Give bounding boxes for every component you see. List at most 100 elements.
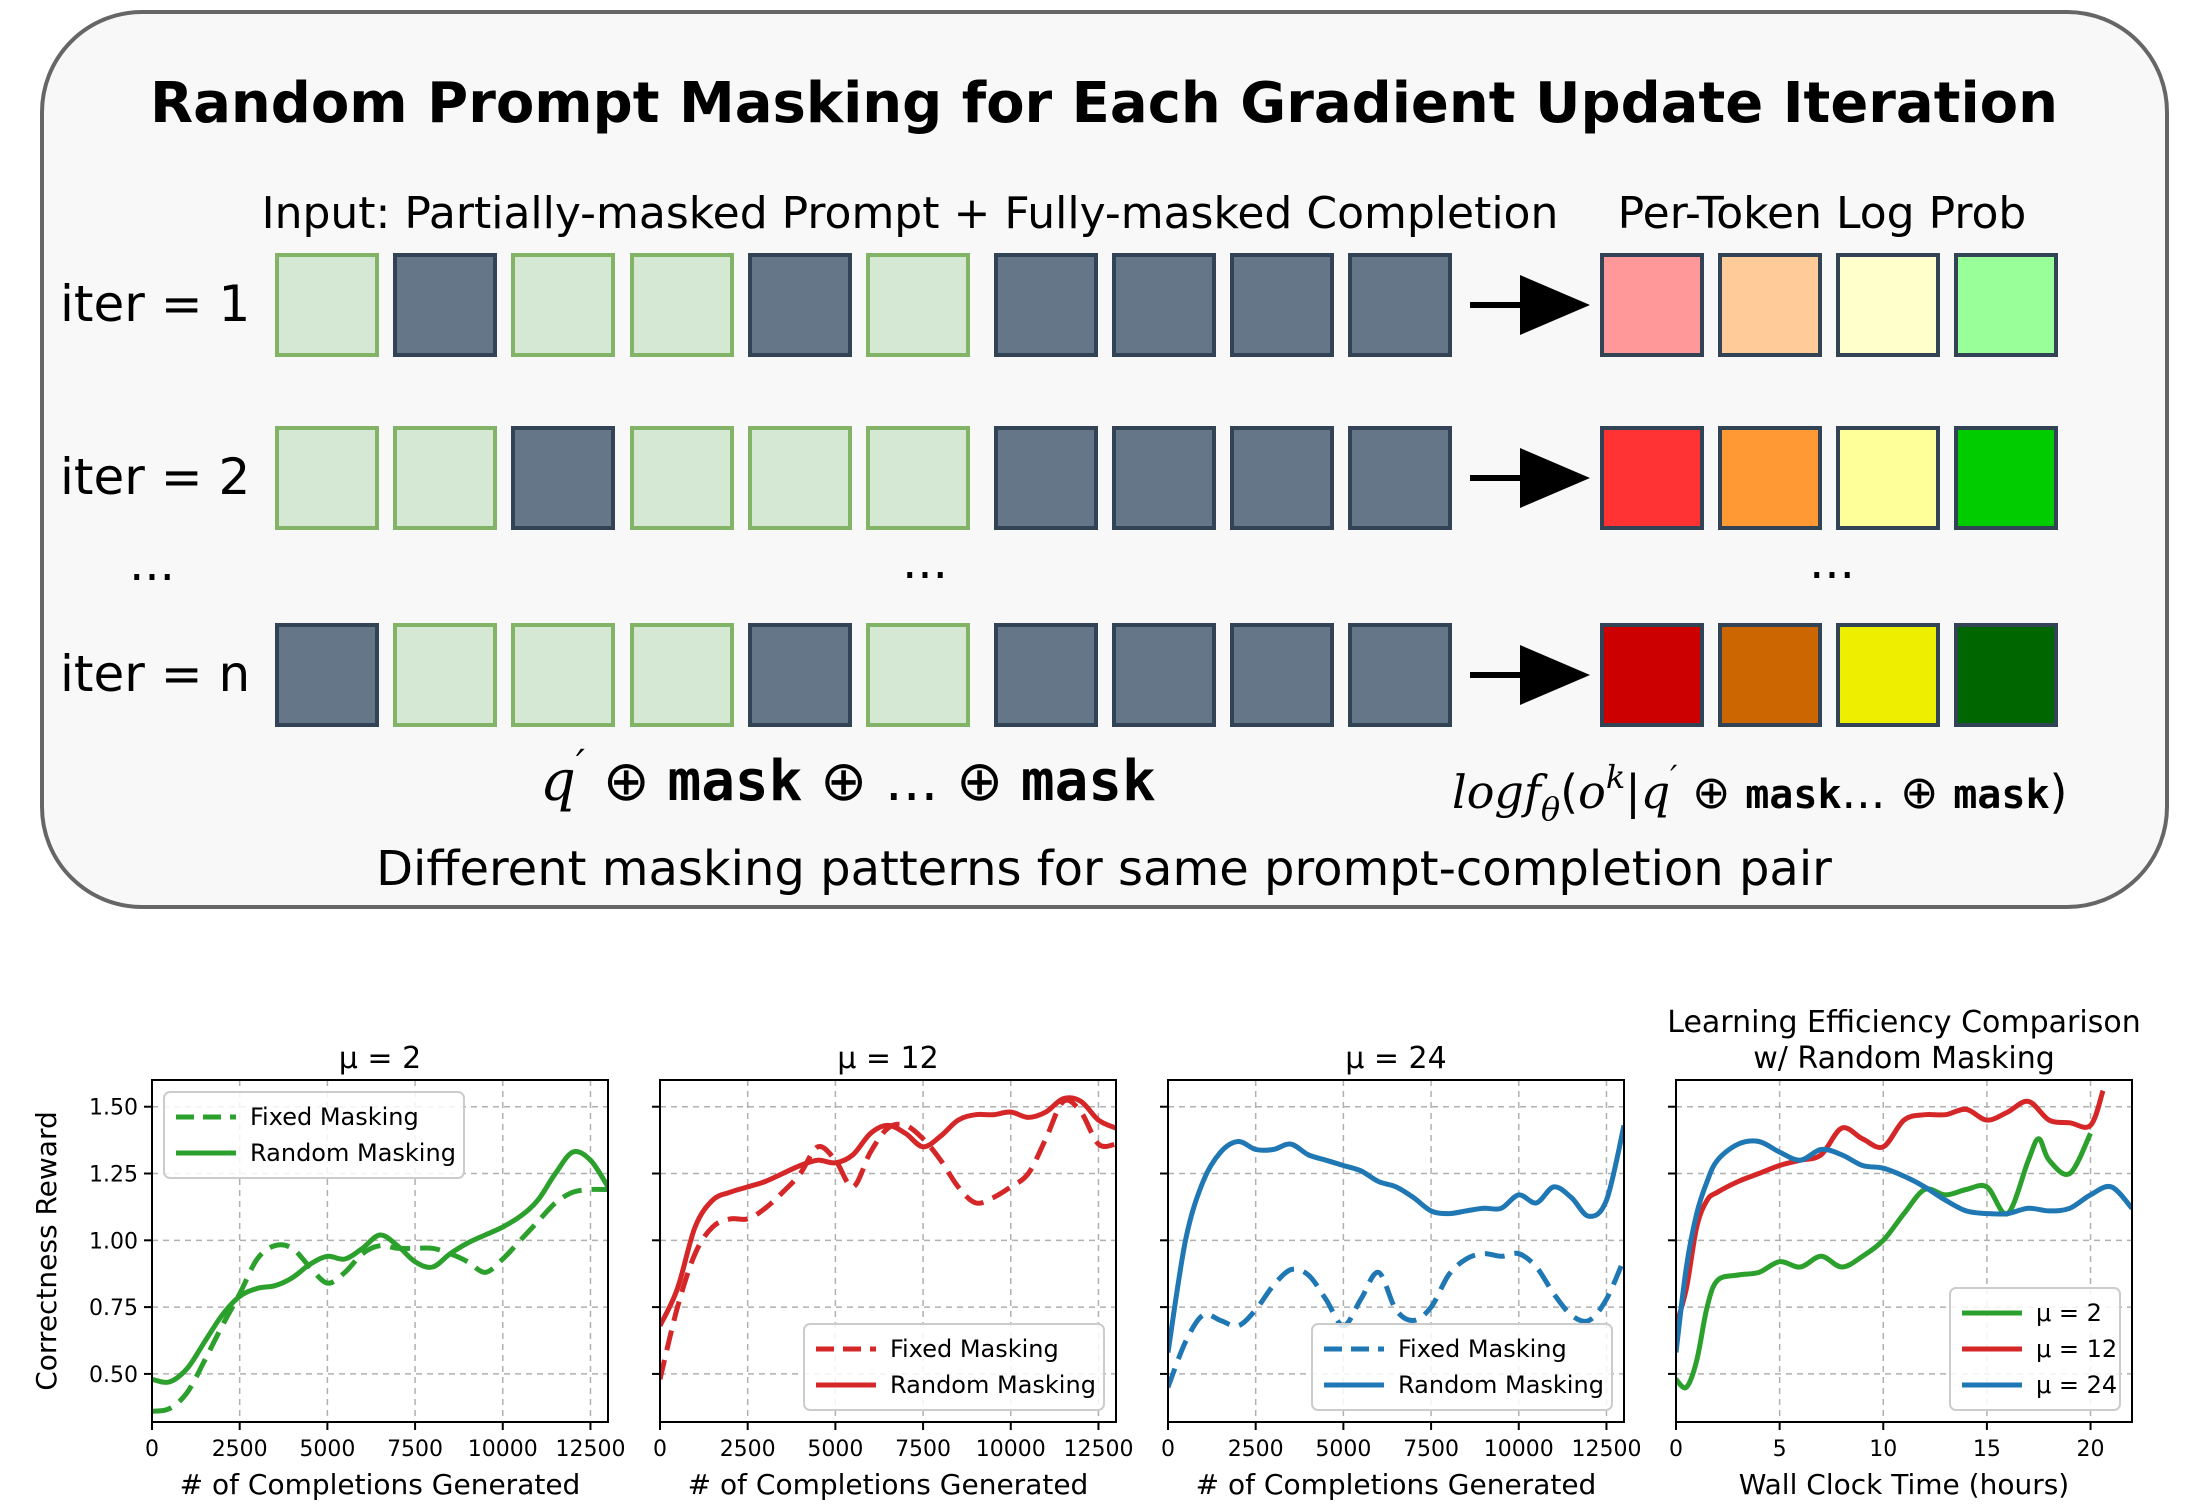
- prompt-token-masked: [748, 623, 852, 727]
- series-line-4-2: [1676, 1089, 2106, 1327]
- x-tick-label: 12500: [1571, 1437, 1641, 1462]
- plot-frame: [1167, 1079, 1625, 1423]
- legend-label: Fixed Masking: [250, 1103, 419, 1131]
- x-tick-label: 0: [145, 1437, 159, 1462]
- chart-panel-2: 0 2500 5000 7500 10000 12500 # of Completions …: [652, 1041, 1133, 1501]
- x-tick-label: 0: [653, 1437, 667, 1462]
- x-axis-label: # of Completions Generated: [180, 1468, 581, 1501]
- x-tick-label: 10000: [1484, 1437, 1554, 1462]
- legend: Fixed Masking Random Masking: [163, 1091, 465, 1179]
- arrow-right-icon: [1520, 275, 1590, 335]
- row-label: iter = 2: [60, 448, 250, 506]
- logprob-token: [1600, 253, 1704, 357]
- prompt-token-visible: [630, 253, 734, 357]
- legend-box: [1311, 1323, 1613, 1411]
- legend: Fixed Masking Random Masking: [1311, 1323, 1613, 1411]
- series-line-2-2: [660, 1095, 1116, 1327]
- input-label: Input: Partially-masked Prompt + Fully-m…: [262, 188, 1559, 239]
- completion-token-masked: [994, 253, 1098, 357]
- completion-token-masked: [1230, 426, 1334, 530]
- legend-label: μ = 12: [2036, 1335, 2117, 1363]
- row-label: iter = 1: [60, 275, 250, 333]
- x-tick-label: 10: [1869, 1437, 1897, 1462]
- chart-panel-3: 0 2500 5000 7500 10000 12500 # of Completions …: [1160, 1041, 1641, 1501]
- prompt-token-visible: [630, 426, 734, 530]
- legend-label: Fixed Masking: [890, 1335, 1059, 1363]
- completion-token-masked: [1112, 426, 1216, 530]
- legend-label: Random Masking: [1398, 1371, 1604, 1399]
- x-tick-label: 12500: [1063, 1437, 1133, 1462]
- y-tick-label: 0.75: [89, 1296, 138, 1321]
- logprob-token: [1600, 426, 1704, 530]
- legend-label: μ = 24: [2036, 1371, 2117, 1399]
- arrow-right-icon: [1520, 645, 1590, 705]
- prompt-token-visible: [511, 253, 615, 357]
- completion-token-masked: [1348, 253, 1452, 357]
- x-axis-label: # of Completions Generated: [1196, 1468, 1597, 1501]
- prompt-token-visible: [275, 426, 379, 530]
- y-tick-label: 1.25: [89, 1163, 138, 1188]
- logprob-token: [1718, 426, 1822, 530]
- x-tick-label: 5000: [1315, 1437, 1371, 1462]
- completion-token-masked: [1112, 253, 1216, 357]
- logprob-token: [1600, 623, 1704, 727]
- prompt-token-masked: [275, 623, 379, 727]
- token-rows: iter = 1 iter = 2 iter = n: [60, 253, 2058, 727]
- chart-panel-4: 0 5 10 15 20 Wall Clock Time (hours) Learning …: [1667, 1005, 2140, 1501]
- completion-token-masked: [994, 623, 1098, 727]
- completion-token-masked: [1348, 623, 1452, 727]
- chart-title: μ = 12: [837, 1041, 938, 1076]
- prompt-token-visible: [393, 426, 497, 530]
- completion-token-masked: [1230, 623, 1334, 727]
- row-ellipsis-middle: ...: [902, 534, 948, 590]
- plot-frame: [151, 1079, 609, 1423]
- chart-panel-1: 0 2500 5000 7500 10000 12500 0.50 0.75 1.00 1.25 1…: [30, 1041, 625, 1501]
- x-tick-label: 5000: [807, 1437, 863, 1462]
- x-tick-label: 12500: [555, 1437, 625, 1462]
- legend-box: [163, 1091, 465, 1179]
- row-label: iter = n: [60, 645, 250, 703]
- x-tick-label: 10000: [468, 1437, 538, 1462]
- x-tick-label: 7500: [387, 1437, 443, 1462]
- logprob-token: [1836, 623, 1940, 727]
- y-tick-label: 0.50: [89, 1363, 138, 1388]
- x-tick-label: 0: [1161, 1437, 1175, 1462]
- output-label: Per-Token Log Prob: [1618, 188, 2027, 239]
- masking-diagram: Random Prompt Masking for Each Gradient …: [40, 10, 2169, 909]
- x-axis-label: # of Completions Generated: [688, 1468, 1089, 1501]
- logprob-token: [1718, 623, 1822, 727]
- y-axis-label: Correctness Reward: [30, 1111, 63, 1391]
- logprob-token: [1954, 253, 2058, 357]
- row-ellipsis-right: ...: [1809, 534, 1855, 590]
- x-tick-label: 2500: [1228, 1437, 1284, 1462]
- legend: Fixed Masking Random Masking: [803, 1323, 1105, 1411]
- prompt-token-masked: [511, 426, 615, 530]
- series-line-4-1: [1676, 1132, 2093, 1391]
- token-row-3: iter = n: [60, 623, 2058, 727]
- legend-label: μ = 2: [2036, 1299, 2102, 1327]
- completion-token-masked: [994, 426, 1098, 530]
- series-line-1-1: [152, 1186, 608, 1414]
- y-tick-label: 1.00: [89, 1229, 138, 1254]
- series-line-1-2: [152, 1149, 608, 1385]
- prompt-token-visible: [275, 253, 379, 357]
- x-tick-label: 2500: [212, 1437, 268, 1462]
- legend-label: Random Masking: [890, 1371, 1096, 1399]
- x-tick-label: 10000: [976, 1437, 1046, 1462]
- completion-token-masked: [1230, 253, 1334, 357]
- x-tick-label: 0: [1669, 1437, 1683, 1462]
- plot-frame: [659, 1079, 1117, 1423]
- legend-box: [803, 1323, 1105, 1411]
- prompt-token-visible: [866, 253, 970, 357]
- series-line-4-3: [1676, 1138, 2132, 1353]
- series-line-3-1: [1168, 1250, 1624, 1389]
- prompt-token-visible: [748, 426, 852, 530]
- prompt-token-masked: [393, 253, 497, 357]
- token-row-1: iter = 1: [60, 253, 2058, 357]
- x-tick-label: 20: [2077, 1437, 2105, 1462]
- logprob-token: [1954, 623, 2058, 727]
- x-tick-label: 2500: [720, 1437, 776, 1462]
- x-tick-label: 5: [1773, 1437, 1787, 1462]
- y-tick-label: 1.50: [89, 1096, 138, 1121]
- arrow-right-icon: [1520, 448, 1590, 508]
